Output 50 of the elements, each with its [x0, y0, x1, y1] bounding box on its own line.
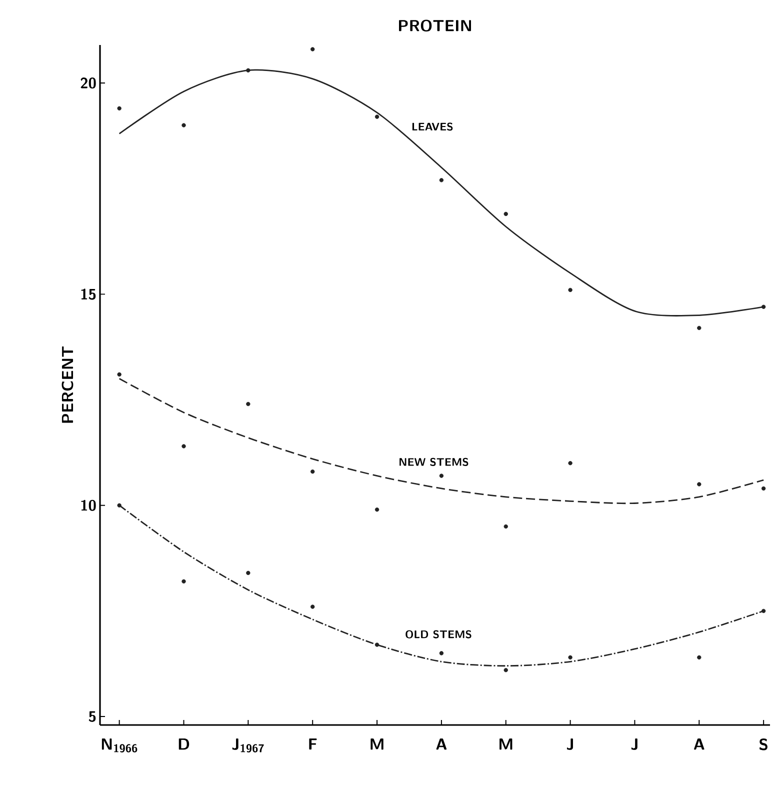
x-tick-label: D: [178, 738, 190, 750]
y-tick-label: 15: [81, 288, 96, 300]
point: [374, 114, 380, 119]
x-tick-label: A: [436, 738, 447, 750]
point: [182, 444, 186, 448]
point: [697, 655, 702, 660]
point: [117, 106, 122, 110]
point: [568, 461, 572, 466]
point: [761, 486, 766, 491]
x-tick-label: S: [759, 738, 768, 750]
x-tick-label: M: [500, 738, 512, 750]
point: [246, 68, 250, 72]
x-tick-label: J: [631, 738, 638, 750]
point: [374, 508, 380, 512]
x-tick-label: A: [694, 738, 704, 750]
x-tick-label: N$_{1966}$: [102, 738, 138, 752]
point: [761, 608, 766, 614]
series-label: LEAVES: [412, 122, 453, 131]
chart-title: PROTEIN: [399, 20, 471, 32]
point: [439, 651, 444, 656]
y-tick-label: 10: [81, 500, 96, 511]
series-label: OLD STEMS: [406, 630, 472, 638]
y-axis-title: PERCENT: [62, 346, 74, 423]
point: [310, 47, 315, 52]
point: [246, 570, 250, 576]
point: [117, 503, 122, 508]
y-tick-label: 5: [88, 711, 96, 722]
series-label: NEW STEMS: [400, 458, 468, 466]
x-tick-label: M: [370, 738, 384, 750]
point: [182, 579, 186, 584]
point: [439, 178, 444, 182]
point: [310, 469, 315, 474]
point: [504, 668, 508, 672]
point: [374, 642, 380, 647]
point: [310, 604, 315, 609]
point: [697, 326, 702, 330]
x-tick-label: J$_{1967}$: [232, 738, 264, 752]
point: [182, 123, 186, 128]
point: [504, 524, 508, 529]
point: [761, 304, 766, 309]
point: [117, 372, 122, 377]
point: [504, 212, 508, 216]
point: [697, 482, 702, 486]
point: [246, 402, 250, 406]
x-tick-label: F: [309, 738, 317, 750]
point: [568, 288, 572, 292]
point: [439, 474, 444, 478]
point: [568, 655, 572, 660]
y-tick-label: 20: [80, 78, 96, 89]
x-tick-label: J: [566, 738, 573, 750]
